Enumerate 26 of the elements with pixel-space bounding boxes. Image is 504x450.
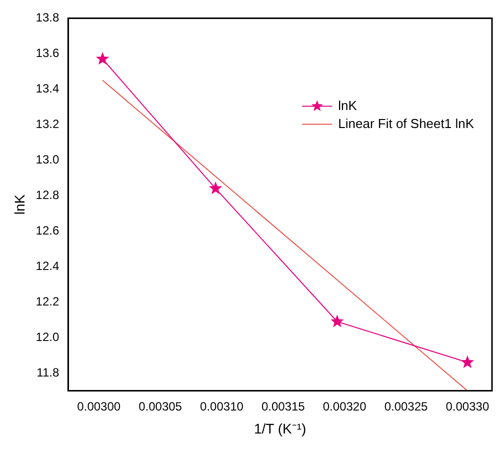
y-tick-label: 12.6 <box>36 223 60 238</box>
x-tick-label: 0.00300 <box>77 399 121 414</box>
legend-label: Linear Fit of Sheet1 lnK <box>338 116 474 131</box>
y-axis-title: lnK <box>11 194 28 215</box>
x-tick-label: 0.00315 <box>261 399 306 414</box>
x-axis-title: 1/T (K⁻¹) <box>254 420 306 436</box>
y-tick-label: 13.6 <box>36 46 60 60</box>
y-tick-label: 12.2 <box>36 294 60 308</box>
y-tick-label: 11.8 <box>36 365 60 380</box>
y-tick-label: 12.8 <box>36 188 60 202</box>
y-tick-label: 13.0 <box>36 152 60 166</box>
y-tick-label: 13.2 <box>36 116 60 131</box>
x-tick-label: 0.00310 <box>200 399 244 414</box>
x-tick-label: 0.00305 <box>138 399 182 414</box>
point <box>460 355 474 368</box>
y-tick-label: 12.0 <box>36 330 60 344</box>
x-tick-label: 0.00325 <box>384 399 428 414</box>
x-tick-label: 0.00320 <box>322 399 367 414</box>
point <box>330 314 344 328</box>
x-tick-label: 0.00330 <box>446 399 490 414</box>
y-tick-label: 13.4 <box>36 81 60 96</box>
legend-label: lnK <box>338 98 358 113</box>
point <box>208 182 222 194</box>
point <box>96 52 110 65</box>
y-tick-label: 12.4 <box>36 258 60 273</box>
y-tick-label: 13.8 <box>36 10 60 25</box>
